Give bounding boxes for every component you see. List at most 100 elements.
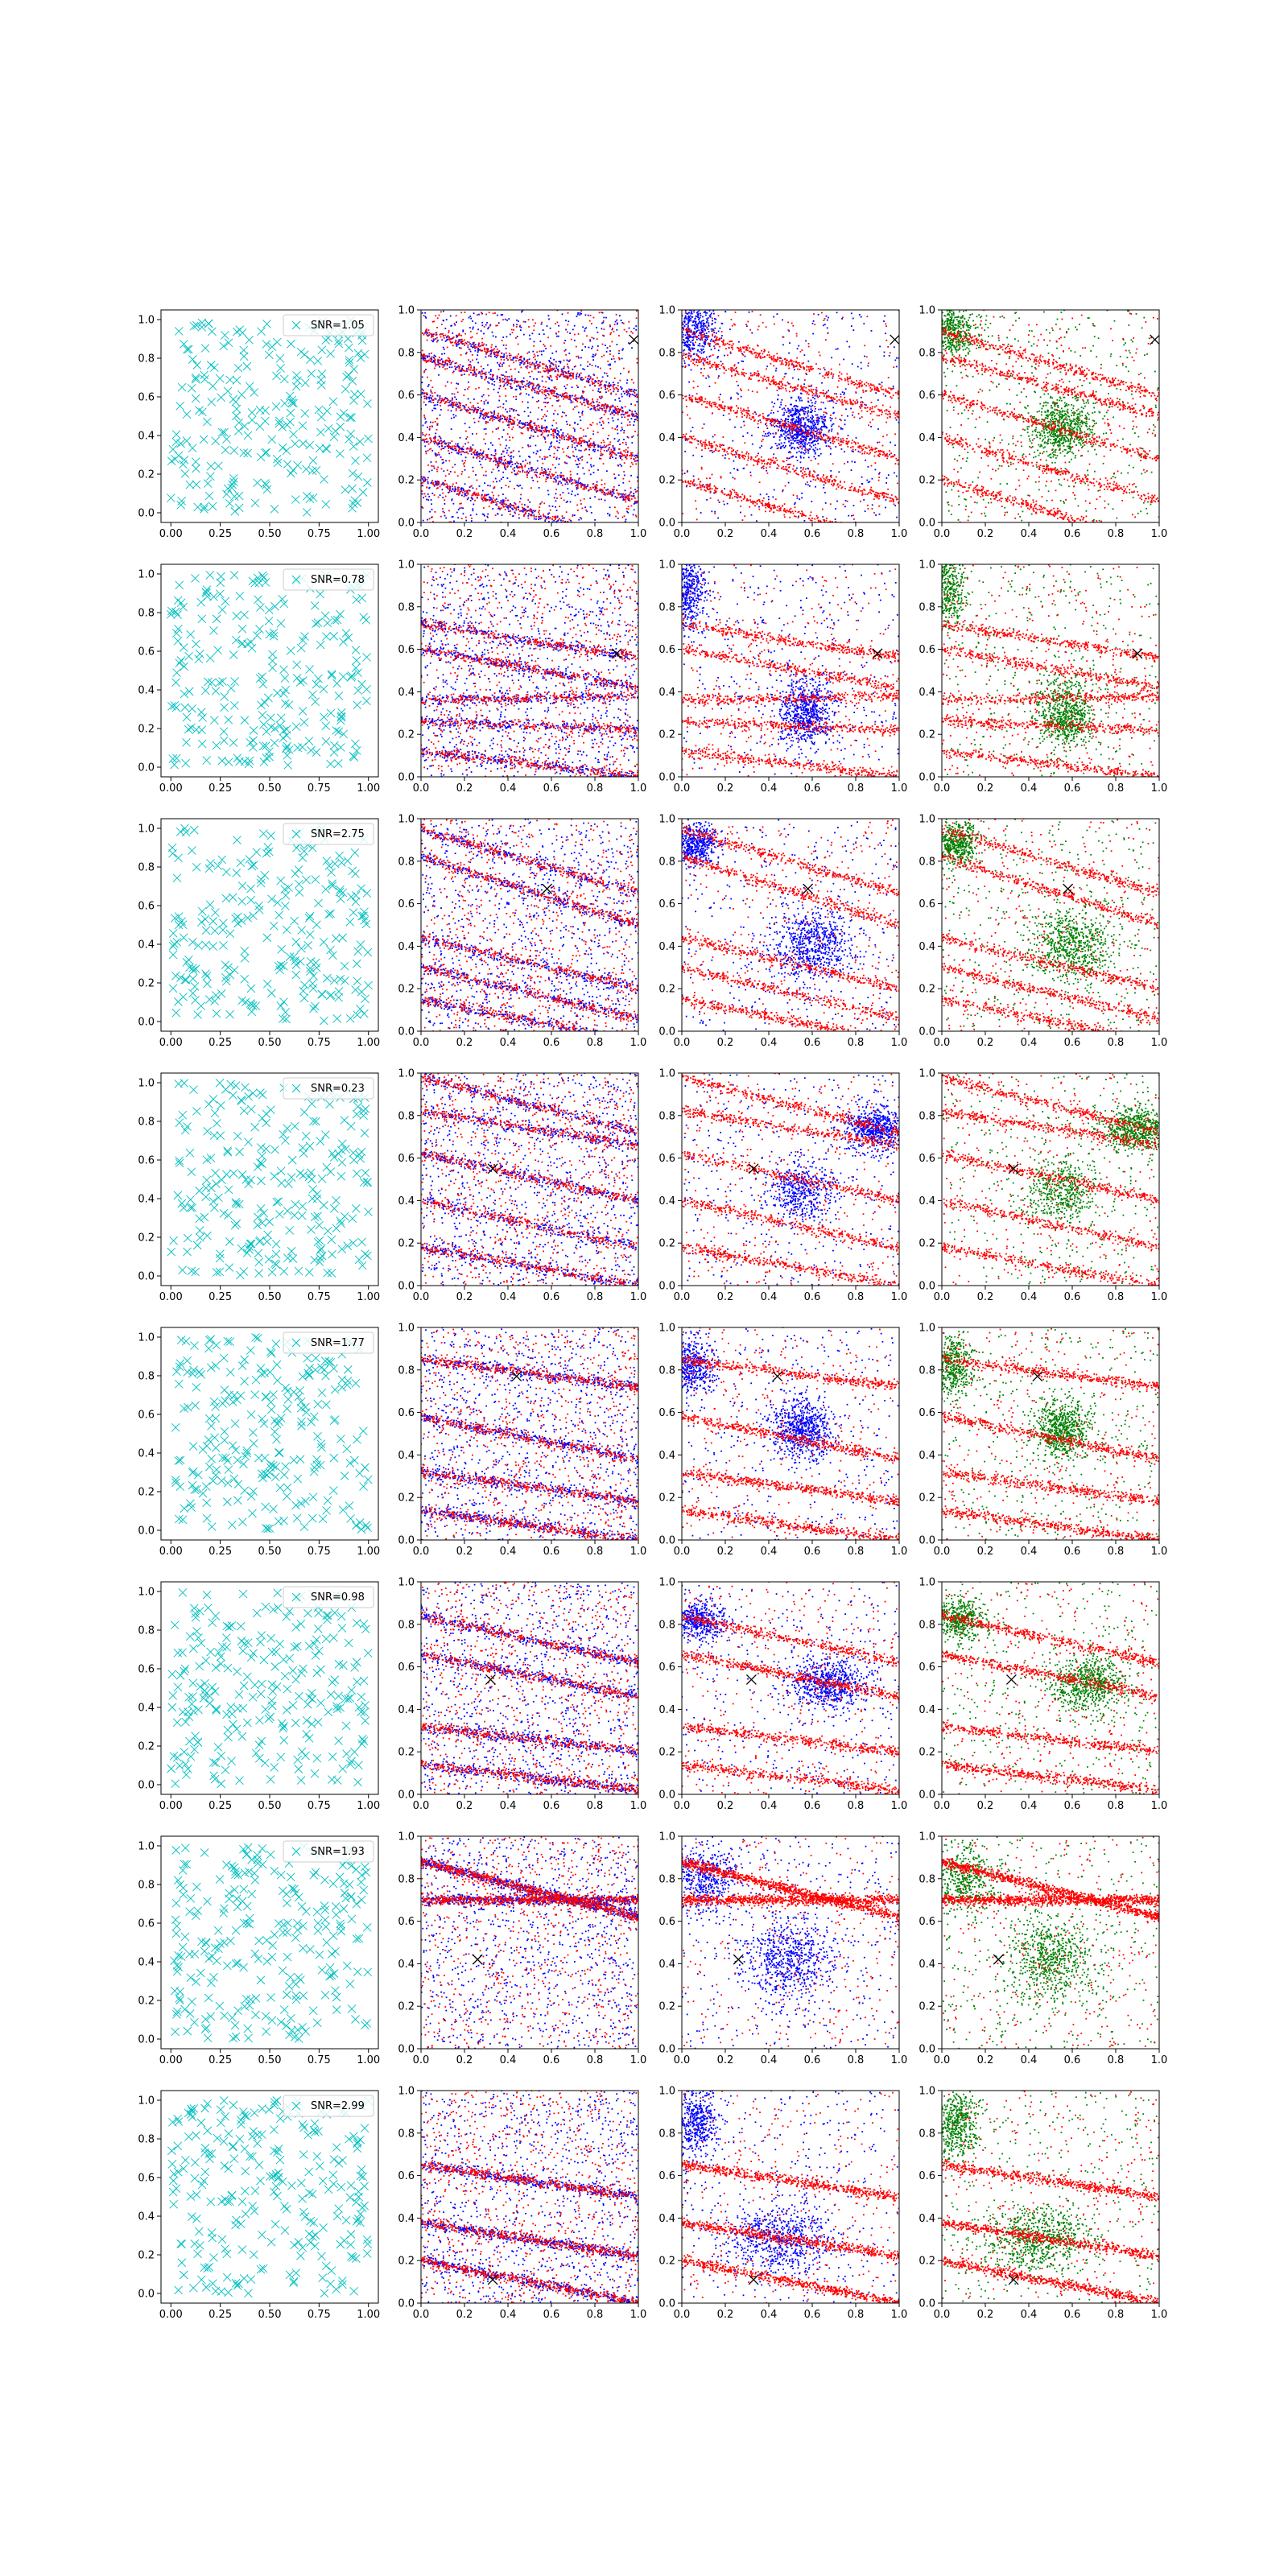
scatter-point: [633, 424, 634, 426]
scatter-point: [813, 444, 815, 446]
scatter-point: [580, 357, 582, 359]
scatter-point: [431, 393, 433, 394]
scatter-point: [437, 395, 439, 397]
scatter-point: [773, 406, 774, 407]
scatter-point: [618, 493, 620, 494]
scatter-point: [613, 489, 614, 491]
scatter-point: [578, 460, 580, 461]
scatter-point: [462, 331, 464, 332]
scatter-point: [513, 325, 514, 327]
scatter-point: [568, 353, 570, 354]
scatter-point: [597, 399, 598, 401]
scatter-point: [473, 487, 474, 489]
scatter-point: [575, 495, 576, 497]
scatter-point: [580, 486, 582, 488]
scatter-point: [464, 407, 465, 409]
scatter-point: [616, 314, 617, 316]
scatter-point: [602, 377, 604, 378]
scatter-point: [483, 394, 485, 396]
scatter-point: [431, 465, 433, 467]
scatter-point: [515, 337, 517, 339]
scatter-point: [633, 514, 634, 516]
scatter-point: [522, 433, 523, 435]
scatter-point: [484, 482, 485, 484]
scatter-point: [474, 451, 476, 452]
scatter-point: [472, 328, 473, 330]
scatter-point: [485, 374, 486, 376]
scatter-point: [636, 317, 638, 319]
scatter-point: [554, 516, 555, 518]
x-tick-label: 0.00: [159, 528, 183, 540]
scatter-point: [543, 402, 545, 403]
scatter-point: [742, 361, 744, 362]
scatter-point: [493, 419, 495, 420]
scatter-point: [875, 469, 877, 471]
scatter-point: [616, 454, 617, 456]
scatter-point: [623, 391, 625, 393]
scatter-point: [565, 462, 567, 464]
scatter-point: [543, 514, 544, 515]
scatter-point: [423, 353, 425, 355]
scatter-point: [776, 368, 778, 369]
scatter-point: [613, 410, 615, 411]
scatter-point: [541, 467, 543, 469]
scatter-point: [429, 426, 431, 427]
scatter-point: [617, 414, 619, 415]
scatter-point: [567, 332, 568, 333]
scatter-point: [544, 458, 546, 460]
scatter-point: [625, 495, 627, 497]
scatter-point: [567, 481, 568, 483]
scatter-point: [776, 425, 778, 427]
scatter-point: [486, 352, 488, 353]
scatter-point: [562, 518, 564, 519]
scatter-point: [514, 378, 516, 380]
scatter-point: [784, 437, 786, 439]
scatter-point: [539, 390, 541, 391]
scatter-point: [512, 359, 514, 361]
scatter-point: [570, 471, 572, 473]
scatter-point: [543, 364, 545, 365]
scatter-point: [498, 369, 500, 370]
scatter-point: [552, 433, 554, 435]
scatter-point: [741, 427, 742, 428]
scatter-point: [437, 361, 439, 363]
scatter-point: [512, 437, 514, 439]
scatter-point: [497, 315, 498, 316]
scatter-point: [603, 317, 605, 319]
scatter-point: [434, 468, 436, 469]
scatter-point: [473, 342, 475, 344]
scatter-point: [526, 428, 528, 430]
scatter-point: [528, 384, 530, 386]
scatter-point: [564, 350, 566, 352]
scatter-point: [485, 520, 486, 522]
scatter-point: [502, 336, 504, 338]
scatter-point: [448, 337, 450, 339]
scatter-point: [588, 382, 590, 383]
scatter-point: [535, 424, 536, 426]
scatter-point: [605, 345, 606, 346]
scatter-point: [493, 349, 494, 351]
scatter-point: [580, 379, 582, 381]
scatter-point: [613, 452, 615, 454]
scatter-point: [477, 332, 478, 334]
scatter-point: [434, 405, 436, 407]
scatter-point: [442, 489, 444, 490]
scatter-point: [458, 451, 460, 452]
scatter-point: [556, 440, 558, 442]
scatter-point: [482, 417, 484, 419]
scatter-point: [477, 402, 479, 404]
scatter-point: [619, 411, 621, 412]
scatter-point: [522, 460, 524, 462]
scatter-point: [537, 430, 539, 431]
scatter-point: [474, 422, 476, 423]
scatter-point: [487, 350, 489, 352]
scatter-point: [518, 371, 520, 373]
scatter-point: [613, 492, 614, 493]
scatter-point: [621, 452, 622, 454]
scatter-point: [441, 324, 443, 325]
scatter-point: [476, 369, 477, 370]
scatter-point: [445, 496, 447, 497]
scatter-point: [553, 395, 555, 397]
scatter-point: [816, 422, 818, 423]
scatter-point: [574, 334, 576, 336]
